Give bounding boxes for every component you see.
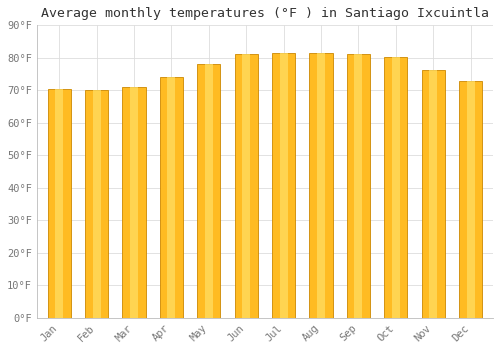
Bar <box>384 57 407 318</box>
Bar <box>347 54 370 318</box>
Bar <box>422 70 445 318</box>
Bar <box>459 80 482 318</box>
Bar <box>429 70 438 318</box>
Bar <box>205 64 213 318</box>
Bar <box>317 53 325 318</box>
Bar <box>55 89 64 318</box>
Bar <box>197 64 220 318</box>
Bar <box>160 77 183 318</box>
Bar <box>272 53 295 318</box>
Bar <box>85 90 108 318</box>
Bar <box>122 87 146 318</box>
Bar <box>130 87 138 318</box>
Title: Average monthly temperatures (°F ) in Santiago Ixcuintla: Average monthly temperatures (°F ) in Sa… <box>41 7 489 20</box>
Bar <box>392 57 400 318</box>
Bar <box>168 77 175 318</box>
Bar <box>280 53 287 318</box>
Bar <box>466 80 474 318</box>
Bar <box>310 53 332 318</box>
Bar <box>92 90 100 318</box>
Bar <box>234 54 258 318</box>
Bar <box>354 54 362 318</box>
Bar <box>48 89 71 318</box>
Bar <box>242 54 250 318</box>
